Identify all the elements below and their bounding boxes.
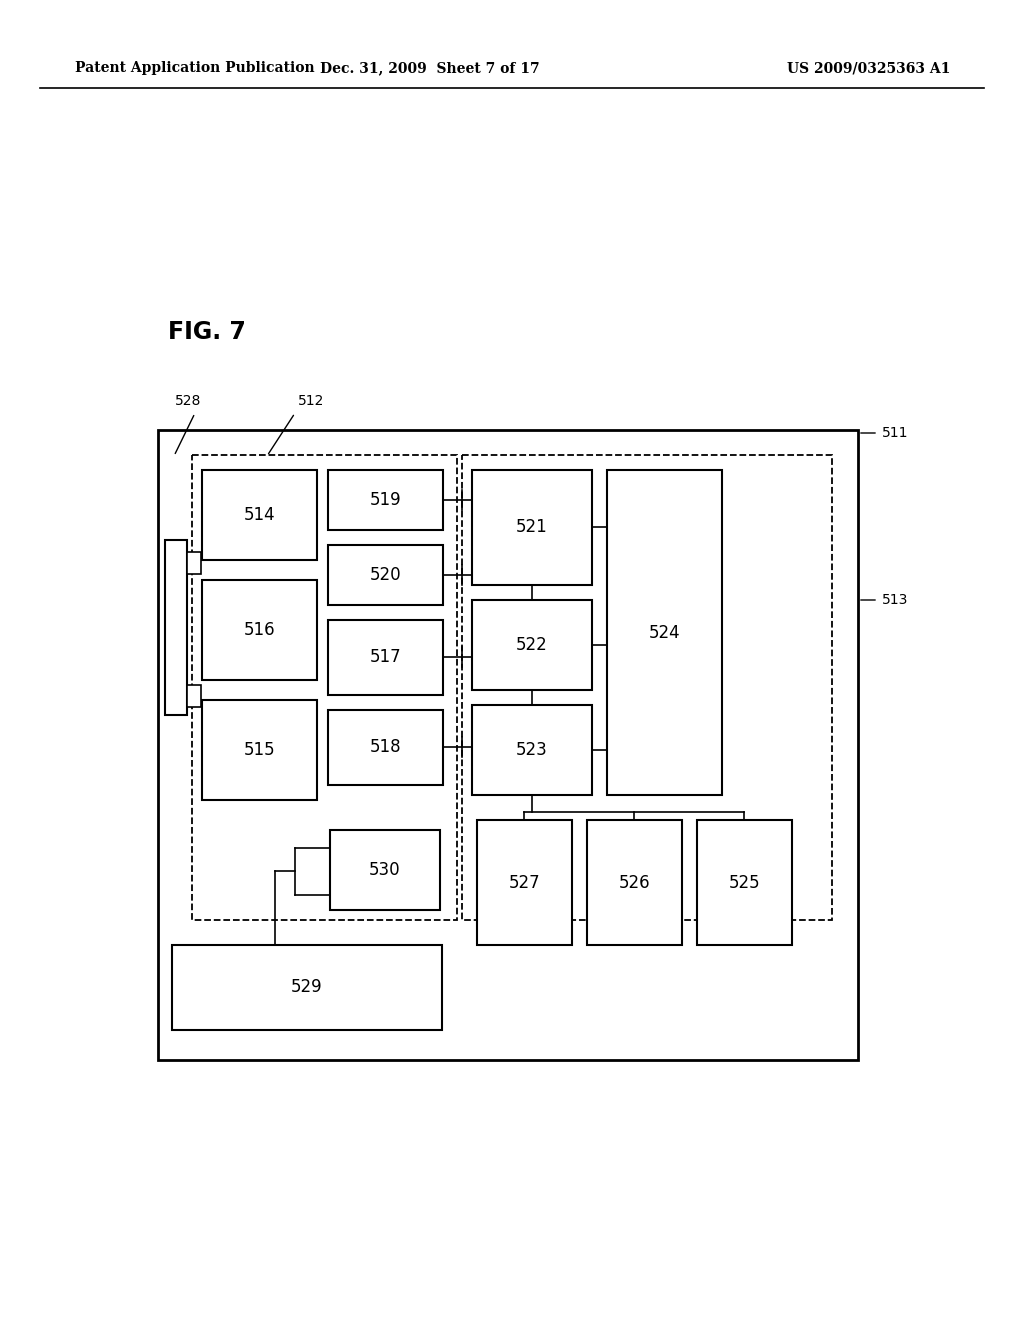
- Bar: [607, 470, 722, 795]
- Text: 522: 522: [516, 636, 548, 653]
- Text: 529: 529: [291, 978, 323, 997]
- Text: 521: 521: [516, 519, 548, 536]
- Bar: [202, 579, 317, 680]
- Text: Dec. 31, 2009  Sheet 7 of 17: Dec. 31, 2009 Sheet 7 of 17: [321, 61, 540, 75]
- Text: 530: 530: [370, 861, 400, 879]
- Text: 514: 514: [244, 506, 275, 524]
- Text: 513: 513: [882, 593, 908, 607]
- Bar: [158, 430, 858, 1060]
- Text: 525: 525: [729, 874, 760, 891]
- Bar: [202, 470, 317, 560]
- Text: 515: 515: [244, 741, 275, 759]
- Bar: [472, 601, 592, 690]
- Text: 516: 516: [244, 620, 275, 639]
- Bar: [328, 710, 443, 785]
- Text: 519: 519: [370, 491, 401, 510]
- Bar: [172, 945, 442, 1030]
- Text: 517: 517: [370, 648, 401, 667]
- Bar: [328, 545, 443, 605]
- Bar: [330, 830, 440, 909]
- Text: 526: 526: [618, 874, 650, 891]
- Text: US 2009/0325363 A1: US 2009/0325363 A1: [786, 61, 950, 75]
- Text: FIG. 7: FIG. 7: [168, 319, 246, 345]
- Bar: [587, 820, 682, 945]
- Text: 527: 527: [509, 874, 541, 891]
- Text: 524: 524: [648, 623, 680, 642]
- Text: 518: 518: [370, 738, 401, 756]
- Bar: [165, 540, 187, 715]
- Bar: [462, 455, 831, 920]
- Bar: [328, 470, 443, 531]
- Text: 512: 512: [298, 393, 325, 408]
- Text: 528: 528: [175, 393, 202, 408]
- Bar: [328, 620, 443, 696]
- Bar: [187, 552, 201, 574]
- Text: 520: 520: [370, 566, 401, 583]
- Bar: [202, 700, 317, 800]
- Text: 523: 523: [516, 741, 548, 759]
- Bar: [187, 685, 201, 708]
- Bar: [472, 470, 592, 585]
- Bar: [697, 820, 792, 945]
- Text: 511: 511: [882, 426, 908, 440]
- Text: Patent Application Publication: Patent Application Publication: [75, 61, 314, 75]
- Bar: [472, 705, 592, 795]
- Bar: [193, 455, 457, 920]
- Bar: [477, 820, 572, 945]
